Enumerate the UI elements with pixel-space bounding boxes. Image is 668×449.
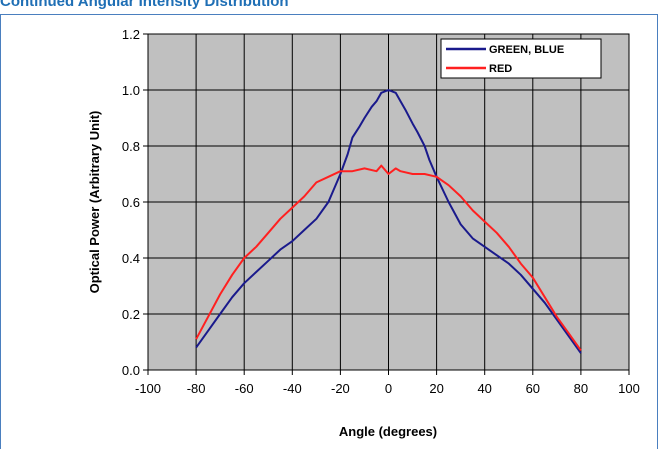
y-tick-label: 0.2 bbox=[122, 307, 140, 322]
x-tick-label: -40 bbox=[283, 381, 302, 396]
y-axis: 0.0 0.2 0.4 0.6 0.8 1.0 1.2 bbox=[122, 27, 148, 378]
x-tick-label: 100 bbox=[618, 381, 640, 396]
x-axis-title: Angle (degrees) bbox=[339, 424, 437, 439]
x-tick-label: -100 bbox=[135, 381, 161, 396]
legend: GREEN, BLUE RED bbox=[440, 38, 602, 79]
y-tick-label: 0.0 bbox=[122, 363, 140, 378]
y-tick-label: 1.0 bbox=[122, 83, 140, 98]
legend-label-green-blue: GREEN, BLUE bbox=[489, 44, 564, 56]
page-heading: Continued Angular Intensity Distribution bbox=[0, 0, 289, 10]
y-tick-label: 1.2 bbox=[122, 27, 140, 42]
y-tick-label: 0.8 bbox=[122, 139, 140, 154]
x-tick-label: -20 bbox=[331, 381, 350, 396]
x-tick-label: 40 bbox=[477, 381, 491, 396]
chart-frame: -100 -80 -60 -40 -20 0 20 40 60 80 100 0.0 0.2 0.4 0.… bbox=[0, 14, 658, 449]
y-axis-title: Optical Power (Arbitrary Unit) bbox=[87, 111, 102, 294]
x-axis: -100 -80 -60 -40 -20 0 20 40 60 80 100 bbox=[135, 370, 640, 396]
legend-label-red: RED bbox=[489, 63, 512, 75]
x-tick-label: 0 bbox=[385, 381, 392, 396]
y-tick-label: 0.4 bbox=[122, 251, 140, 266]
line-chart: -100 -80 -60 -40 -20 0 20 40 60 80 100 0.00.20.40.… bbox=[87, 27, 640, 439]
legend-box bbox=[440, 38, 602, 79]
x-tick-label: -80 bbox=[187, 381, 206, 396]
series-line-1 bbox=[195, 164, 582, 351]
x-tick-label: 80 bbox=[574, 381, 588, 396]
x-tick-label: 20 bbox=[429, 381, 443, 396]
x-tick-label: -60 bbox=[235, 381, 254, 396]
series-lines bbox=[195, 89, 582, 354]
x-tick-label: 60 bbox=[526, 381, 540, 396]
series-line-0 bbox=[195, 89, 582, 354]
y-tick-label: 0.6 bbox=[122, 195, 140, 210]
